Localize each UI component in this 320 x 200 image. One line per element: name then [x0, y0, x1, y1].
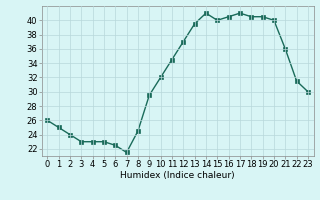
X-axis label: Humidex (Indice chaleur): Humidex (Indice chaleur) [120, 171, 235, 180]
